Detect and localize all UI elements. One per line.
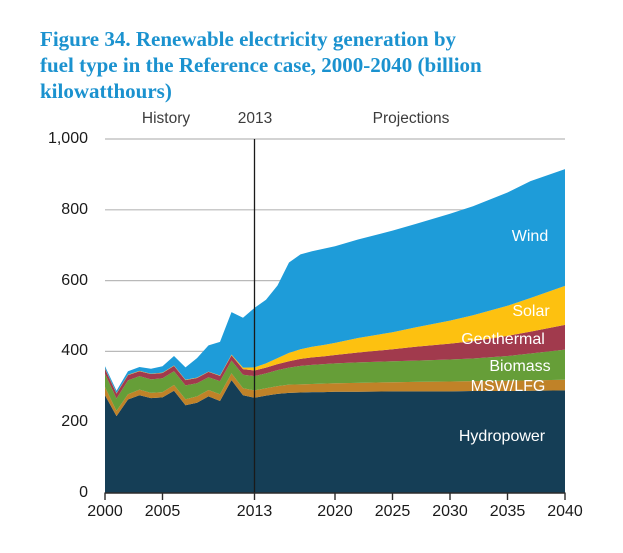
area-solar xyxy=(105,285,565,394)
x-axis-label-2020: 2020 xyxy=(317,503,353,520)
figure-title-line-2: fuel type in the Reference case, 2000-20… xyxy=(40,53,482,77)
y-axis-label-600: 600 xyxy=(61,271,88,289)
series-label-hydropower: Hydropower xyxy=(458,428,546,445)
history-label: History xyxy=(141,110,191,127)
area-hydropower xyxy=(105,380,565,493)
x-axis-label-2005: 2005 xyxy=(144,503,181,520)
area-wind xyxy=(105,169,565,394)
figure-title-line-1: Figure 34. Renewable electricity generat… xyxy=(40,27,457,51)
y-axis-label-400: 400 xyxy=(61,342,88,360)
series-label-msw-lfg: MSW/LFG xyxy=(470,378,546,395)
y-axis-label-1000: 1,000 xyxy=(47,130,88,147)
y-axis-label-200: 200 xyxy=(61,413,88,431)
projections-label: Projections xyxy=(372,110,450,127)
series-label-wind: Wind xyxy=(511,228,549,245)
series-label-geothermal: Geothermal xyxy=(461,331,545,348)
area-biomass xyxy=(105,349,565,411)
x-axis-label-2000: 2000 xyxy=(87,503,123,520)
area-geothermal xyxy=(105,324,565,399)
x-axis-label-2030: 2030 xyxy=(432,503,468,520)
x-axis-label-2040: 2040 xyxy=(547,503,583,520)
series-label-solar: Solar xyxy=(512,303,550,320)
boundary-year-label: 2013 xyxy=(237,110,273,127)
y-axis-label-800: 800 xyxy=(61,200,88,218)
x-axis-label-2025: 2025 xyxy=(374,503,411,520)
area-msw-lfg xyxy=(105,373,565,417)
x-axis-label-2013: 2013 xyxy=(236,503,273,520)
figure-title-line-3: kilowatthours) xyxy=(40,79,172,103)
x-axis-label-2035: 2035 xyxy=(489,503,526,520)
figure-title: Figure 34. Renewable electricity generat… xyxy=(40,26,482,104)
y-axis-label-0: 0 xyxy=(79,484,88,501)
series-label-biomass: Biomass xyxy=(489,358,551,375)
